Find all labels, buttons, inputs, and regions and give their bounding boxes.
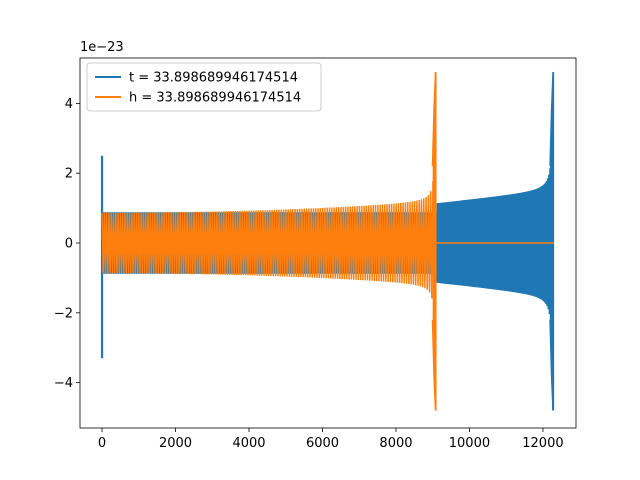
legend-label: h = 33.898689946174514 [129, 91, 301, 106]
y-tick-label: −4 [54, 376, 73, 391]
plot-series [100, 71, 555, 411]
x-tick-label: 8000 [379, 436, 412, 451]
x-tick-label: 10000 [449, 436, 490, 451]
y-axis-offset-label: 1e−23 [80, 40, 124, 55]
series-h-merger-peak [431, 71, 437, 411]
y-tick-label: 0 [65, 237, 73, 252]
legend-label: t = 33.898689946174514 [129, 71, 298, 86]
x-tick-label: 6000 [306, 436, 339, 451]
x-tick-label: 4000 [232, 436, 265, 451]
legend: t = 33.898689946174514 h = 33.89868994617… [86, 62, 322, 112]
x-axis-ticks: 0 2000 4000 6000 8000 10000 12000 [98, 428, 564, 451]
y-tick-label: −2 [54, 306, 73, 321]
y-tick-label: 2 [65, 167, 73, 182]
series-h-line [101, 75, 437, 322]
y-tick-label: 4 [65, 97, 73, 112]
x-tick-label: 0 [98, 436, 106, 451]
series-t-merger-peak [549, 71, 555, 411]
y-axis-ticks: −4 −2 0 2 4 [54, 97, 80, 391]
x-tick-label: 12000 [522, 436, 563, 451]
x-tick-label: 2000 [159, 436, 192, 451]
legend-box [86, 62, 322, 112]
